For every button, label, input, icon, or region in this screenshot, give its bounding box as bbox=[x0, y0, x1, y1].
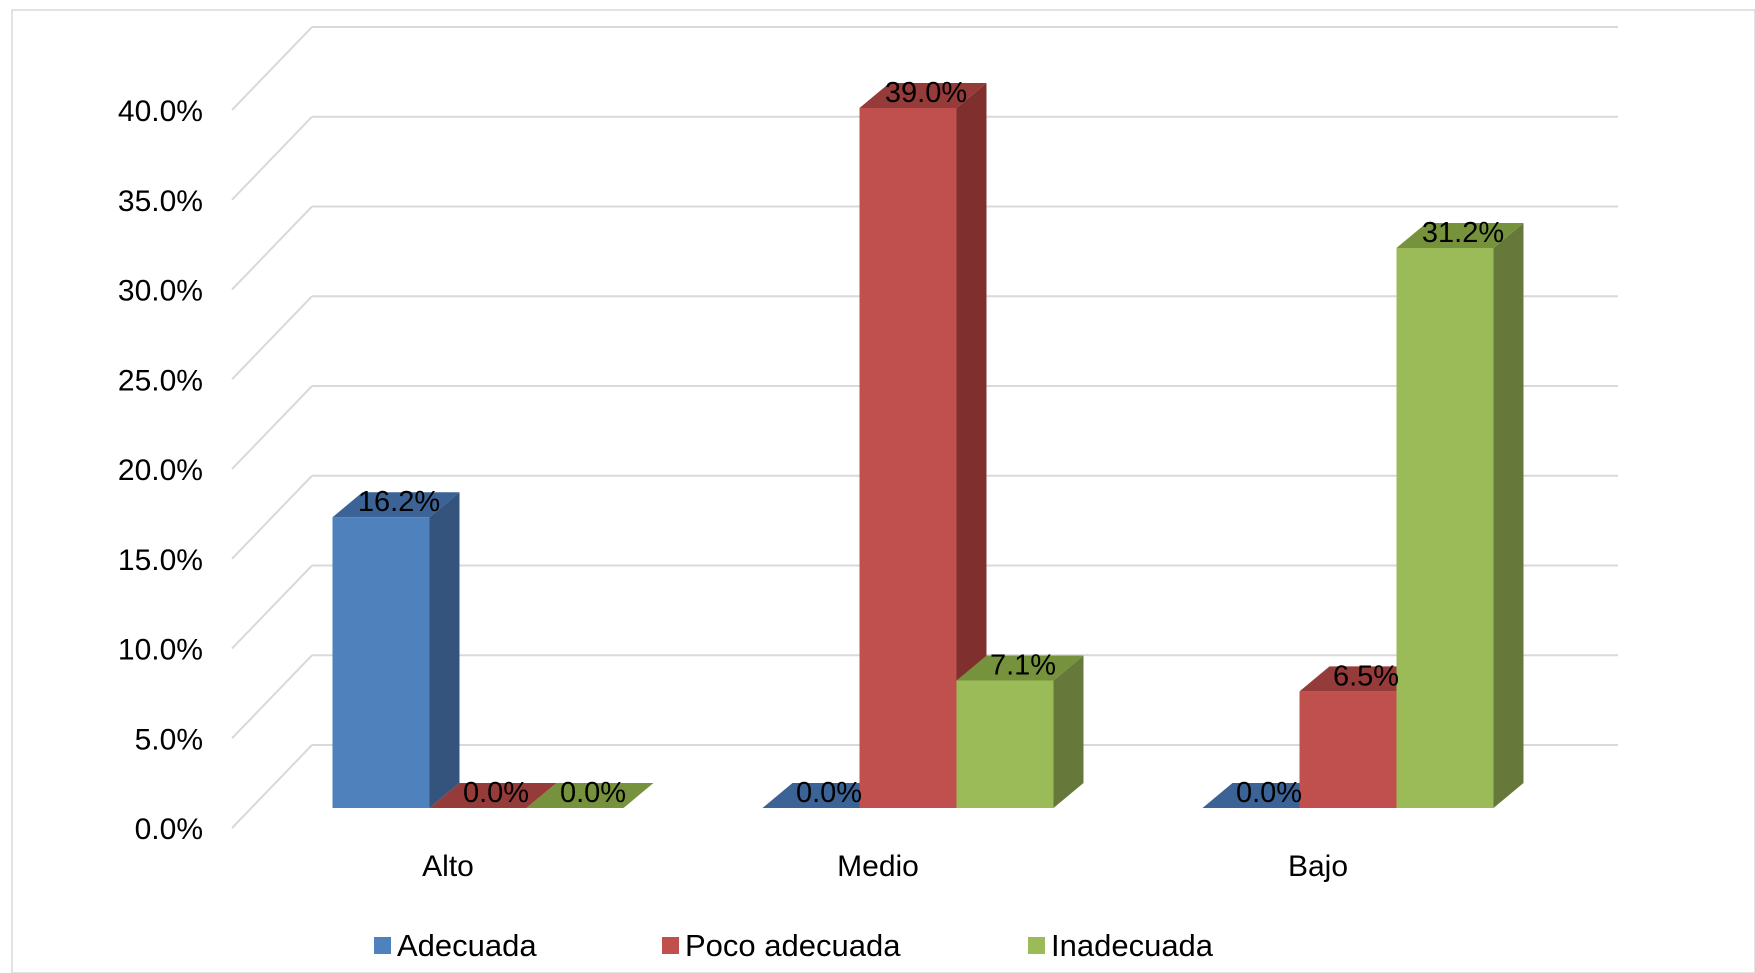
gridline-diagonal bbox=[231, 26, 313, 111]
bar-adecuada-medio bbox=[762, 783, 890, 808]
y-tick-label: 30.0% bbox=[118, 275, 203, 308]
gridline-diagonal bbox=[231, 475, 313, 560]
y-tick-label: 20.0% bbox=[118, 454, 203, 487]
bar-front bbox=[859, 107, 957, 808]
data-label: 39.0% bbox=[885, 77, 967, 109]
bar-top bbox=[956, 655, 1084, 681]
category-label-bajo: Bajo bbox=[1288, 850, 1348, 883]
bar-inadecuada-medio bbox=[956, 655, 1084, 808]
bar-inadecuada-bajo bbox=[1396, 222, 1524, 808]
legend-item-adecuada: Adecuada bbox=[374, 928, 537, 963]
bar-side bbox=[956, 82, 987, 808]
legend-item-poco-adecuada: Poco adecuada bbox=[662, 928, 901, 963]
data-labels: 16.2% 0.0% 0.0% 0.0% 39.0% 7.1% 0.0% 6.5% 31.2% bbox=[358, 77, 1504, 809]
gridline-diagonal bbox=[231, 116, 313, 201]
x-axis-categories: Alto Medio Bajo bbox=[422, 850, 1348, 883]
data-label: 16.2% bbox=[358, 486, 440, 518]
bar-adecuada-alto bbox=[332, 492, 460, 808]
bar-top bbox=[762, 783, 890, 808]
legend-swatch bbox=[374, 937, 391, 954]
y-tick-label: 5.0% bbox=[135, 723, 203, 756]
data-label: 7.1% bbox=[990, 650, 1056, 682]
data-label: 0.0% bbox=[463, 777, 529, 809]
gridline-diagonal bbox=[231, 654, 313, 739]
gridline-diagonal bbox=[231, 564, 313, 650]
legend: Adecuada Poco adecuada Inadecuada bbox=[374, 928, 1214, 963]
bar-front bbox=[1396, 247, 1494, 808]
gridline-diagonal bbox=[231, 205, 313, 291]
y-tick-label: 15.0% bbox=[118, 544, 203, 577]
bar-side bbox=[1493, 222, 1524, 808]
bar-top bbox=[332, 492, 460, 518]
bar-top bbox=[1396, 222, 1524, 248]
gridline-diagonal bbox=[231, 295, 313, 380]
legend-label: Inadecuada bbox=[1051, 928, 1214, 963]
data-label: 6.5% bbox=[1333, 660, 1399, 692]
data-label: 31.2% bbox=[1422, 217, 1504, 249]
category-label-alto: Alto bbox=[422, 850, 474, 883]
legend-item-inadecuada: Inadecuada bbox=[1028, 928, 1214, 963]
bar-top bbox=[859, 82, 987, 108]
gridline-diagonal bbox=[231, 385, 313, 470]
bar-front bbox=[1299, 691, 1397, 808]
y-tick-label: 0.0% bbox=[135, 813, 203, 846]
legend-swatch bbox=[1028, 937, 1045, 954]
y-tick-label: 40.0% bbox=[118, 95, 203, 128]
bar-top bbox=[429, 783, 557, 808]
y-axis-ticks: 0.0% 5.0% 10.0% 15.0% 20.0% 25.0% 30.0% 35.0% 40… bbox=[118, 95, 203, 846]
legend-swatch bbox=[662, 937, 679, 954]
legend-label: Adecuada bbox=[397, 928, 537, 963]
bar-poco-adecuada-alto bbox=[429, 783, 557, 808]
bar-front bbox=[956, 680, 1054, 808]
bar-top bbox=[526, 783, 654, 808]
category-label-medio: Medio bbox=[837, 850, 919, 883]
gridline-diagonal bbox=[231, 744, 313, 829]
bar-top bbox=[1202, 783, 1330, 808]
data-label: 0.0% bbox=[796, 777, 862, 809]
bar-top bbox=[1299, 666, 1427, 692]
bar-side bbox=[1053, 655, 1084, 808]
bar-front bbox=[332, 517, 430, 808]
y-tick-label: 25.0% bbox=[118, 364, 203, 397]
data-label: 0.0% bbox=[560, 777, 626, 809]
legend-label: Poco adecuada bbox=[685, 928, 901, 963]
data-label: 0.0% bbox=[1236, 777, 1302, 809]
bar-poco-adecuada-medio bbox=[859, 82, 987, 808]
bar-adecuada-bajo bbox=[1202, 783, 1330, 808]
bars bbox=[332, 82, 1524, 808]
y-tick-label: 10.0% bbox=[118, 634, 203, 667]
y-tick-label: 35.0% bbox=[118, 185, 203, 218]
bar-side bbox=[429, 492, 460, 808]
bar-inadecuada-alto bbox=[526, 783, 654, 808]
